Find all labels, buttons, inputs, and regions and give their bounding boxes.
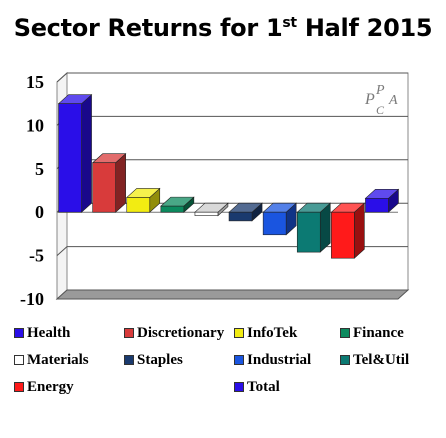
bar-energy <box>330 202 366 259</box>
legend-swatch <box>14 355 24 365</box>
y-tick-label: -5 <box>29 246 44 266</box>
legend-item: Discretionary <box>124 322 224 344</box>
bar-materials <box>194 202 229 217</box>
bar-total <box>364 188 400 213</box>
bar-infotek <box>125 187 161 213</box>
legend-swatch <box>14 382 24 392</box>
bar-telutil <box>296 202 332 253</box>
bar-industrial <box>262 202 297 236</box>
bar-finance <box>160 196 195 213</box>
legend-swatch <box>124 328 134 338</box>
y-tick-label: 10 <box>26 115 44 135</box>
svg-text:P: P <box>375 83 385 98</box>
y-tick-label: 15 <box>26 72 44 92</box>
gridline <box>56 72 408 83</box>
legend-item: Energy <box>14 376 74 398</box>
legend-swatch <box>234 328 244 338</box>
legend-label: Materials <box>27 351 89 368</box>
gridline <box>56 246 408 256</box>
y-tick-label: 0 <box>35 202 44 222</box>
legend-item: Finance <box>340 322 404 344</box>
legend-swatch <box>124 355 134 365</box>
legend-swatch <box>340 355 350 365</box>
chart-title: Sector Returns for 1st Half 2015 <box>0 14 446 42</box>
svg-text:P: P <box>364 91 375 108</box>
legend-label: Tel&Util <box>353 351 410 368</box>
y-tick-label: 5 <box>35 159 44 179</box>
legend-swatch <box>234 382 244 392</box>
y-tick-label: -10 <box>20 289 44 309</box>
legend-item: Tel&Util <box>340 349 409 371</box>
title-end: Half 2015 <box>296 14 433 42</box>
legend-item: Health <box>14 322 70 344</box>
svg-text:A: A <box>388 93 398 108</box>
legend-item: Industrial <box>234 349 311 371</box>
legend-item: Total <box>234 376 280 398</box>
title-superscript: st <box>282 15 297 31</box>
bar-health <box>57 94 93 213</box>
legend-label: InfoTek <box>247 324 298 341</box>
bar-staples <box>228 202 263 222</box>
plot-floor <box>55 289 410 300</box>
legend-swatch <box>340 328 350 338</box>
legend-item: Staples <box>124 349 183 371</box>
legend-label: Industrial <box>247 351 312 368</box>
legend-label: Discretionary <box>137 324 225 341</box>
legend-swatch <box>14 328 24 338</box>
chart-legend: Health Discretionary InfoTek Finance Materia… <box>0 322 446 438</box>
legend-label: Finance <box>353 324 404 341</box>
legend-item: Materials <box>14 349 89 371</box>
legend-label: Energy <box>27 378 74 395</box>
legend-item: InfoTek <box>234 322 297 344</box>
legend-label: Health <box>27 324 71 341</box>
legend-label: Staples <box>137 351 183 368</box>
bar-discretionary <box>91 153 127 213</box>
legend-label: Total <box>247 378 280 395</box>
svg-text:C: C <box>376 103 385 117</box>
title-main: Sector Returns for 1 <box>13 14 283 42</box>
legend-swatch <box>234 355 244 365</box>
